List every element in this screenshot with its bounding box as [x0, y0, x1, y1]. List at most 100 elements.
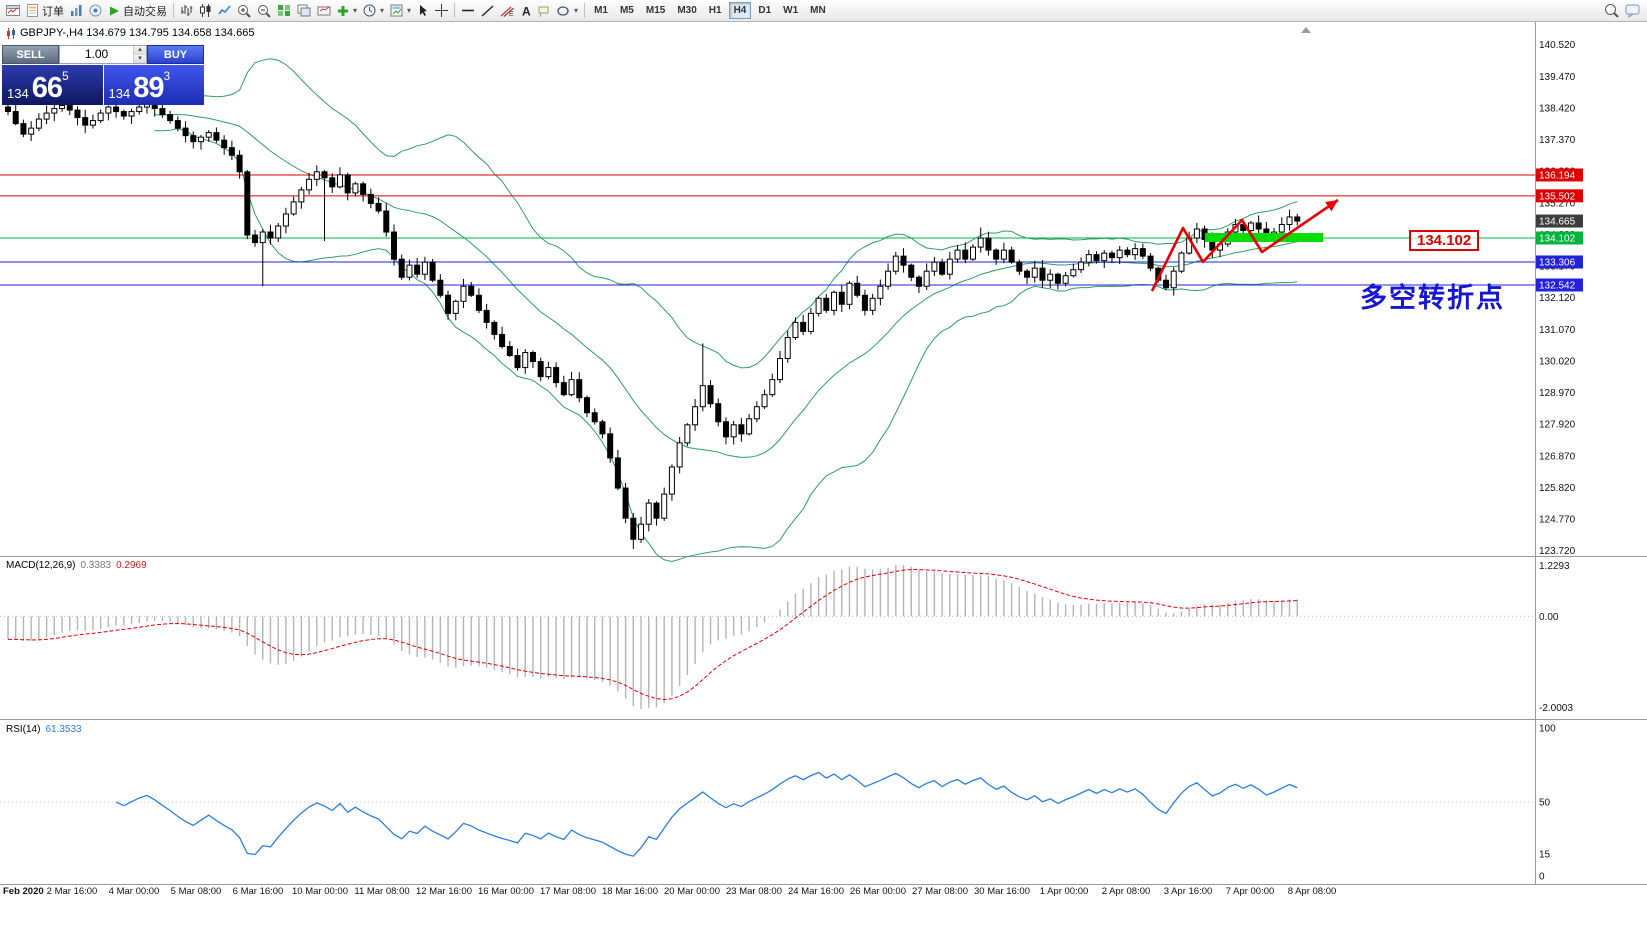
svg-text:Feb 2020: Feb 2020	[3, 886, 44, 897]
turning-point-annotation[interactable]: 多空转折点	[1360, 283, 1505, 313]
hline-tool-button[interactable]	[458, 1, 478, 21]
svg-text:17 Mar 08:00: 17 Mar 08:00	[540, 886, 596, 897]
svg-text:E: E	[509, 11, 514, 17]
buy-button[interactable]: BUY	[147, 45, 204, 64]
date-axis: Feb 2020 2 Mar 16:00 4 Mar 00:00 5 Mar 08:0…	[3, 886, 1336, 897]
trendline-tool-button[interactable]	[478, 1, 497, 21]
tile-windows-icon	[278, 5, 290, 16]
timeframe-m5-button[interactable]: M5	[619, 5, 634, 16]
candlestick-button[interactable]	[196, 1, 215, 21]
svg-text:131.070: 131.070	[1539, 325, 1576, 336]
svg-text:134.665: 134.665	[1539, 217, 1576, 228]
svg-text:50: 50	[1539, 798, 1551, 809]
chart-annotations[interactable]	[1150, 27, 1339, 292]
search-button[interactable]	[1601, 1, 1622, 21]
timeframe-m1-button[interactable]: M1	[594, 5, 608, 16]
crosshair-button[interactable]	[432, 1, 451, 21]
cascade-windows-button[interactable]	[314, 1, 334, 21]
lot-down-icon[interactable]: ▾	[134, 54, 146, 63]
crosshair-icon	[435, 4, 449, 17]
new-order-button[interactable]: 订单	[23, 1, 67, 21]
svg-text:135.502: 135.502	[1539, 191, 1576, 202]
svg-text:136.194: 136.194	[1539, 170, 1576, 181]
svg-text:27 Mar 08:00: 27 Mar 08:00	[912, 886, 968, 897]
sell-price-panel[interactable]: 134 66 5	[2, 65, 103, 105]
arrange-windows-button[interactable]	[294, 1, 314, 21]
new-order-icon	[27, 4, 38, 17]
svg-text:11 Mar 08:00: 11 Mar 08:00	[354, 886, 409, 897]
macd-signal-value: 0.2969	[116, 560, 147, 571]
lot-size-field[interactable]: 1.00 ▴ ▾	[59, 45, 147, 64]
zoom-out-button[interactable]	[254, 1, 274, 21]
candles	[5, 96, 1301, 549]
line-chart-button[interactable]	[215, 1, 234, 21]
lot-up-icon[interactable]: ▴	[134, 46, 146, 55]
label-tool-button[interactable]	[535, 1, 554, 21]
lot-size-value[interactable]: 1.00	[84, 47, 109, 61]
toolbar-separator	[173, 3, 174, 18]
macd-pane: 1.2293 0.00 -2.0003	[0, 561, 1573, 714]
chart-shift-marker[interactable]	[1301, 27, 1311, 33]
symbol-info-bar: GBPJPY-,H4 134.679 134.795 134.658 134.6…	[6, 27, 254, 39]
sell-price-pip: 5	[61, 69, 69, 83]
timeframe-d1-button[interactable]: D1	[758, 5, 772, 16]
svg-text:2 Mar 16:00: 2 Mar 16:00	[47, 886, 98, 897]
symbol-ohlc-text: GBPJPY-,H4 134.679 134.795 134.658 134.6…	[20, 27, 255, 39]
timeframe-h4-button[interactable]: H4	[728, 2, 752, 19]
macd-indicator-label: MACD(12,26,9) 0.3383 0.2969	[6, 560, 147, 571]
chart-window-button[interactable]	[3, 1, 23, 21]
horizontal-level-lines[interactable]	[0, 174, 1535, 286]
text-tool-button[interactable]: A	[517, 1, 535, 21]
zigzag-arrow[interactable]	[1150, 198, 1339, 292]
svg-text:7 Apr 00:00: 7 Apr 00:00	[1226, 886, 1275, 897]
rsi-value: 61.3533	[45, 724, 82, 735]
timeframe-w1-button[interactable]: W1	[783, 5, 799, 16]
svg-text:139.470: 139.470	[1539, 72, 1576, 83]
sell-button[interactable]: SELL	[2, 45, 59, 64]
buy-price-panel[interactable]: 134 89 3	[103, 65, 204, 105]
sell-price-prefix: 134	[7, 86, 29, 101]
dropdown-arrow-icon: ▾	[380, 6, 385, 15]
new-chart-dropdown[interactable]: ▾	[334, 1, 360, 21]
svg-text:16 Mar 00:00: 16 Mar 00:00	[478, 886, 534, 897]
timeframe-mn-button[interactable]: MN	[810, 5, 826, 16]
dropdown-arrow-icon: ▾	[574, 6, 579, 15]
cursor-button[interactable]	[414, 1, 432, 21]
charts-button[interactable]	[67, 1, 86, 21]
zoom-in-button[interactable]	[234, 1, 254, 21]
dropdown-arrow-icon: ▾	[353, 6, 358, 15]
cascade-windows-icon	[317, 6, 331, 16]
autotrading-label: 自动交易	[123, 5, 167, 18]
timeframe-m30-button[interactable]: M30	[677, 5, 697, 16]
line-chart-icon	[218, 5, 231, 15]
rsi-indicator-label: RSI(14) 61.3533	[6, 724, 82, 735]
one-click-trading-panel: SELL 1.00 ▴ ▾ BUY 134 66 5 134 89 3	[2, 45, 204, 105]
periods-dropdown[interactable]: ▾	[360, 1, 387, 21]
autotrading-button[interactable]: 自动交易	[105, 1, 170, 21]
search-icon	[1605, 4, 1619, 18]
macd-name: MACD(12,26,9)	[6, 560, 76, 571]
price-labels: 136.194 135.502 134.102 133.306 132.542 134.6…	[1536, 168, 1583, 292]
shapes-dropdown[interactable]: ▾	[554, 1, 581, 21]
community-button[interactable]	[1622, 1, 1644, 21]
timeframe-h1-button[interactable]: H1	[708, 5, 722, 16]
price-level-box-annotation[interactable]: 134.102	[1409, 230, 1480, 251]
chat-icon	[1625, 4, 1640, 18]
price-axis: 140.520139.470138.420137.370136.320135.2…	[1539, 40, 1576, 557]
svg-text:20 Mar 00:00: 20 Mar 00:00	[664, 886, 720, 897]
lot-spinner[interactable]: ▴ ▾	[133, 46, 146, 63]
svg-text:5 Mar 08:00: 5 Mar 08:00	[171, 886, 222, 897]
templates-dropdown[interactable]: ▾	[387, 1, 414, 21]
timeframe-m15-button[interactable]: M15	[645, 5, 666, 16]
data-window-button[interactable]	[86, 1, 105, 21]
channel-icon: E	[500, 6, 514, 17]
highlight-zone[interactable]	[1205, 233, 1323, 242]
new-chart-plus-icon	[338, 5, 348, 16]
bar-chart-button[interactable]	[177, 1, 196, 21]
tile-windows-button[interactable]	[274, 1, 294, 21]
channel-tool-button[interactable]: E	[497, 1, 517, 21]
arrange-windows-icon	[297, 4, 311, 17]
svg-text:2 Apr 08:00: 2 Apr 08:00	[1102, 886, 1151, 897]
svg-text:132.120: 132.120	[1539, 293, 1576, 304]
